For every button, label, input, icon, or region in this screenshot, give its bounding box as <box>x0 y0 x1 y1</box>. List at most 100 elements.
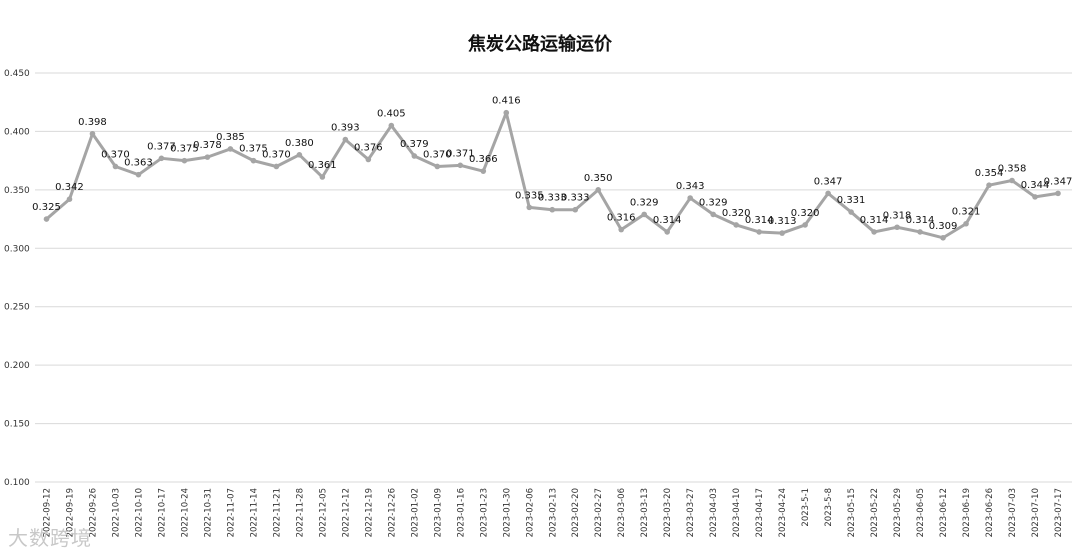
y-tick-label: 0.150 <box>4 420 30 430</box>
x-tick-label: 2023-01-30 <box>502 488 512 537</box>
y-axis: 0.100 0.150 0.200 0.250 0.300 0.350 0.400 0.450 <box>4 69 30 488</box>
x-tick-label: 2022-10-31 <box>203 488 213 537</box>
data-point <box>158 155 165 162</box>
x-tick-label: 2023-01-23 <box>479 488 489 537</box>
x-tick-label: 2023-01-16 <box>456 488 466 537</box>
data-point <box>733 222 739 228</box>
data-label: 0.393 <box>331 123 360 134</box>
x-tick-label: 2022-09-19 <box>65 488 75 537</box>
data-label: 0.377 <box>147 141 176 152</box>
y-tick-label: 0.300 <box>4 244 30 254</box>
x-tick-label: 2022-12-12 <box>341 488 351 537</box>
data-point <box>434 163 441 170</box>
data-label: 0.335 <box>515 190 544 201</box>
x-tick-label: 2023-03-13 <box>640 488 650 537</box>
data-label: 0.343 <box>676 181 705 192</box>
data-label: 0.370 <box>262 149 291 160</box>
x-tick-label: 2023-5-8 <box>824 488 834 527</box>
data-point <box>342 136 349 143</box>
data-point <box>526 204 533 211</box>
data-label: 0.329 <box>699 197 728 208</box>
data-point <box>503 109 510 116</box>
data-point <box>411 153 418 159</box>
data-label: 0.350 <box>584 173 613 184</box>
data-label: 0.309 <box>929 221 958 232</box>
data-point <box>986 182 992 188</box>
data-point <box>250 157 257 164</box>
data-label: 0.405 <box>377 109 406 120</box>
data-point <box>963 220 969 227</box>
x-tick-label: 2022-10-17 <box>157 488 167 537</box>
data-point <box>89 130 96 137</box>
data-point <box>779 230 785 236</box>
data-label: 0.398 <box>78 117 107 128</box>
data-point <box>595 187 602 193</box>
data-label: 0.329 <box>630 197 659 208</box>
data-label: 0.361 <box>308 160 337 171</box>
y-tick-label: 0.200 <box>4 361 30 371</box>
data-point <box>549 206 556 213</box>
data-label: 0.379 <box>400 139 429 150</box>
data-point <box>894 224 900 231</box>
data-label: 0.314 <box>906 215 935 226</box>
watermark: 大数跨境 <box>8 526 92 550</box>
series <box>43 109 1061 241</box>
x-tick-label: 2022-11-28 <box>295 488 305 537</box>
data-label: 0.376 <box>354 142 383 153</box>
data-point <box>940 234 946 241</box>
data-point <box>43 216 50 222</box>
x-axis: 2022-09-12 2022-09-19 2022-09-26 2022-10-03… <box>43 488 1065 537</box>
x-tick-label: 2022-09-26 <box>88 488 98 537</box>
data-label: 0.380 <box>285 138 314 149</box>
x-tick-label: 2023-07-03 <box>1008 488 1018 537</box>
data-point <box>710 211 716 218</box>
x-tick-label: 2023-02-13 <box>548 488 558 537</box>
x-tick-label: 2023-04-17 <box>755 488 765 537</box>
data-label: 0.344 <box>1021 180 1050 191</box>
x-tick-label: 2023-03-27 <box>686 488 696 537</box>
x-tick-label: 2022-12-05 <box>318 488 328 537</box>
x-tick-label: 2023-06-19 <box>962 488 972 537</box>
y-tick-label: 0.450 <box>4 69 30 79</box>
x-tick-label: 2022-10-10 <box>134 488 144 537</box>
data-label: 0.378 <box>193 140 222 151</box>
x-tick-label: 2023-04-10 <box>732 488 742 537</box>
data-point <box>273 163 280 170</box>
data-label: 0.313 <box>768 216 797 227</box>
x-tick-label: 2023-07-10 <box>1031 488 1041 537</box>
data-point <box>365 156 372 163</box>
x-tick-label: 2023-03-06 <box>617 488 627 537</box>
x-tick-label: 2022-11-21 <box>272 488 282 537</box>
data-label: 0.320 <box>722 208 751 219</box>
data-label: 0.416 <box>492 96 521 107</box>
data-point <box>135 171 142 178</box>
y-tick-label: 0.100 <box>4 478 30 488</box>
data-point <box>457 162 464 169</box>
x-tick-label: 2023-05-15 <box>847 488 857 537</box>
data-label: 0.385 <box>216 132 245 143</box>
data-point <box>802 222 808 228</box>
data-label: 0.333 <box>538 193 567 204</box>
x-tick-label: 2023-02-27 <box>594 488 604 537</box>
data-point <box>204 154 211 160</box>
data-label: 0.347 <box>814 176 843 187</box>
data-label: 0.354 <box>975 168 1004 179</box>
x-tick-label: 2023-06-26 <box>985 488 995 537</box>
x-tick-label: 2023-02-20 <box>571 488 581 537</box>
gridlines <box>35 72 1072 483</box>
data-point <box>1032 194 1038 200</box>
x-tick-label: 2022-10-24 <box>180 488 190 537</box>
x-tick-label: 2022-10-03 <box>111 488 121 537</box>
data-label: 0.333 <box>561 193 590 204</box>
data-labels: 0.3250.3420.3980.3700.3630.3770.3750.378… <box>32 96 1072 232</box>
data-point <box>66 196 73 203</box>
x-tick-label: 2023-06-12 <box>939 488 949 537</box>
x-tick-label: 2022-12-26 <box>387 488 397 537</box>
data-label: 0.370 <box>101 149 130 160</box>
data-point <box>319 174 326 180</box>
data-point <box>917 229 923 235</box>
data-label: 0.321 <box>952 207 981 218</box>
x-tick-label: 2022-11-07 <box>226 488 236 537</box>
data-label: 0.325 <box>32 202 61 213</box>
data-point <box>641 211 648 218</box>
